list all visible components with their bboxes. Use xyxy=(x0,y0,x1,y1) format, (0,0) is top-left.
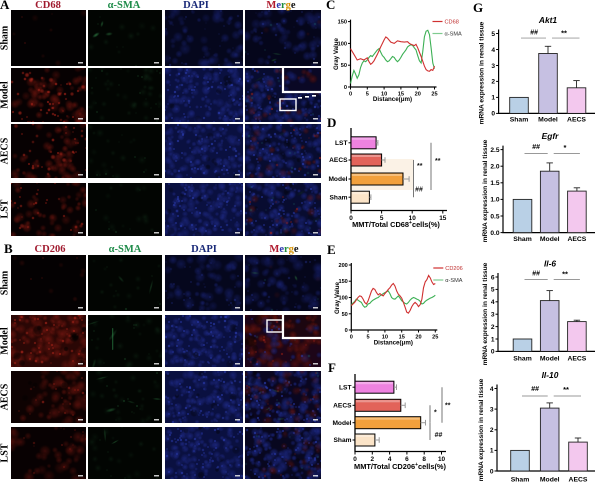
svg-text:3: 3 xyxy=(490,406,494,413)
svg-text:1: 1 xyxy=(490,448,494,455)
svg-text:Il-10: Il-10 xyxy=(542,370,559,380)
svg-text:mRNA expression in renal tissu: mRNA expression in renal tissue xyxy=(478,378,485,481)
svg-text:0: 0 xyxy=(490,468,494,475)
svg-text:AECS: AECS xyxy=(569,477,588,484)
svg-text:4: 4 xyxy=(490,386,494,393)
svg-text:##: ## xyxy=(531,386,539,393)
svg-text:Model: Model xyxy=(540,477,560,484)
svg-text:2: 2 xyxy=(490,427,494,434)
svg-text:Sham: Sham xyxy=(511,477,530,484)
svg-text:**: ** xyxy=(563,385,569,394)
